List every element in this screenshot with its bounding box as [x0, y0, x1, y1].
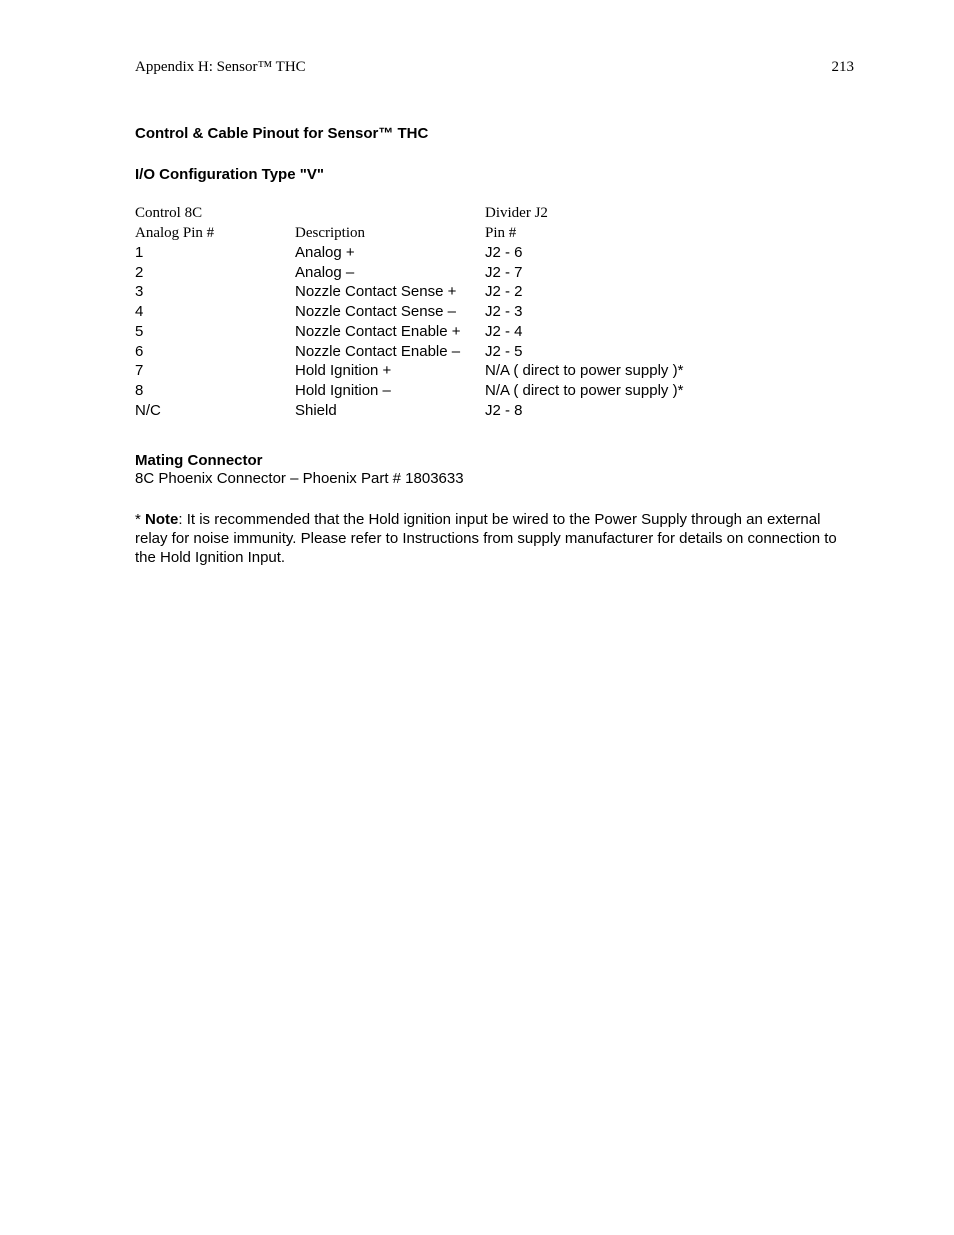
table-row: 6 Nozzle Contact Enable – J2 - 5 [135, 343, 683, 363]
table-header-empty [295, 204, 485, 224]
io-config-subheading: I/O Configuration Type "V" [135, 166, 854, 185]
note-label: Note [145, 511, 178, 528]
table-row: N/C Shield J2 - 8 [135, 402, 683, 422]
note-block: * Note: It is recommended that the Hold … [135, 511, 854, 567]
table-row: 5 Nozzle Contact Enable + J2 - 4 [135, 323, 683, 343]
table-row: 4 Nozzle Contact Sense – J2 - 3 [135, 303, 683, 323]
pinout-table: Control 8C Divider J2 Analog Pin # Descr… [135, 204, 683, 421]
mating-connector-title: Mating Connector [135, 452, 263, 469]
cell-pin: 7 [135, 362, 295, 382]
cell-description: Nozzle Contact Sense + [295, 283, 485, 303]
cell-pin: 6 [135, 343, 295, 363]
table-row: 3 Nozzle Contact Sense + J2 - 2 [135, 283, 683, 303]
running-header-left: Appendix H: Sensor™ THC [135, 58, 306, 77]
table-row: 1 Analog + J2 - 6 [135, 244, 683, 264]
cell-pin: 5 [135, 323, 295, 343]
table-row: 8 Hold Ignition – N/A ( direct to power … [135, 382, 683, 402]
cell-description: Shield [295, 402, 485, 422]
table-header-description: Description [295, 224, 485, 244]
cell-divider-pin: J2 - 3 [485, 303, 683, 323]
cell-pin: 3 [135, 283, 295, 303]
cell-description: Analog + [295, 244, 485, 264]
cell-pin: 2 [135, 264, 295, 284]
running-header-page-number: 213 [832, 58, 855, 77]
table-header-analog-pin: Analog Pin # [135, 224, 295, 244]
cell-description: Nozzle Contact Enable – [295, 343, 485, 363]
cell-divider-pin: J2 - 4 [485, 323, 683, 343]
table-row: 2 Analog – J2 - 7 [135, 264, 683, 284]
cell-divider-pin: J2 - 7 [485, 264, 683, 284]
note-prefix: * [135, 511, 145, 528]
cell-description: Analog – [295, 264, 485, 284]
cell-description: Hold Ignition + [295, 362, 485, 382]
mating-connector-text: 8C Phoenix Connector – Phoenix Part # 18… [135, 470, 464, 487]
cell-divider-pin: J2 - 6 [485, 244, 683, 264]
cell-divider-pin: N/A ( direct to power supply )* [485, 362, 683, 382]
table-header-row-2: Analog Pin # Description Pin # [135, 224, 683, 244]
table-header-row-1: Control 8C Divider J2 [135, 204, 683, 224]
cell-divider-pin: J2 - 2 [485, 283, 683, 303]
cell-description: Hold Ignition – [295, 382, 485, 402]
table-header-control: Control 8C [135, 204, 295, 224]
cell-divider-pin: J2 - 8 [485, 402, 683, 422]
section-title: Control & Cable Pinout for Sensor™ THC [135, 125, 854, 144]
cell-pin: 4 [135, 303, 295, 323]
running-header-row: Appendix H: Sensor™ THC 213 [135, 58, 854, 77]
cell-pin: 8 [135, 382, 295, 402]
cell-divider-pin: J2 - 5 [485, 343, 683, 363]
note-text: : It is recommended that the Hold igniti… [135, 511, 837, 566]
cell-description: Nozzle Contact Sense – [295, 303, 485, 323]
cell-description: Nozzle Contact Enable + [295, 323, 485, 343]
document-page: Appendix H: Sensor™ THC 213 Control & Ca… [0, 0, 954, 1235]
cell-pin: N/C [135, 402, 295, 422]
table-row: 7 Hold Ignition + N/A ( direct to power … [135, 362, 683, 382]
cell-divider-pin: N/A ( direct to power supply )* [485, 382, 683, 402]
table-header-pin: Pin # [485, 224, 683, 244]
cell-pin: 1 [135, 244, 295, 264]
mating-connector-block: Mating Connector 8C Phoenix Connector – … [135, 452, 854, 490]
table-header-divider: Divider J2 [485, 204, 683, 224]
